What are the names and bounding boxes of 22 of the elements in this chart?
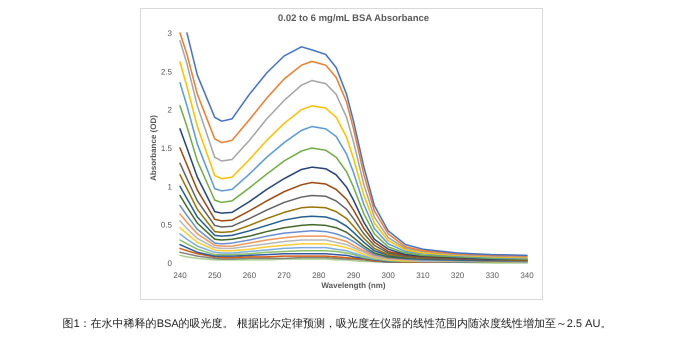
chart-title: 0.02 to 6 mg/mL BSA Absorbance xyxy=(278,13,430,24)
y-axis-title: Absorbance (OD) xyxy=(149,114,158,181)
y-tick-label: 2.5 xyxy=(160,67,173,76)
y-tick-label: 1 xyxy=(168,182,173,192)
caption: 图1：在水中稀释的BSA的吸光度。 根据比尔定律预测，吸光度在仪器的线性范围内随浓度线性增加至～2.5 AU。 xyxy=(62,317,612,330)
x-tick-label: 340 xyxy=(520,271,534,280)
y-tick-label: 3 xyxy=(168,29,173,38)
x-axis-title: Wavelength (nm) xyxy=(321,281,386,290)
x-tick-label: 270 xyxy=(277,271,292,280)
y-tick-label: 2 xyxy=(168,106,173,115)
x-tick-label: 300 xyxy=(382,271,396,280)
x-tick-label: 330 xyxy=(486,271,500,280)
y-tick-label: 1.5 xyxy=(160,144,173,153)
x-tick-label: 310 xyxy=(416,271,430,280)
x-tick-label: 250 xyxy=(208,271,222,280)
x-tick-label: 290 xyxy=(346,271,361,280)
x-tick-label: 240 xyxy=(173,271,188,280)
x-tick-label: 260 xyxy=(242,271,257,280)
y-tick-label: 0.5 xyxy=(160,220,173,230)
x-tick-label: 280 xyxy=(312,271,326,280)
y-tick-label: 0 xyxy=(168,259,173,268)
x-tick-label: 320 xyxy=(450,271,465,280)
